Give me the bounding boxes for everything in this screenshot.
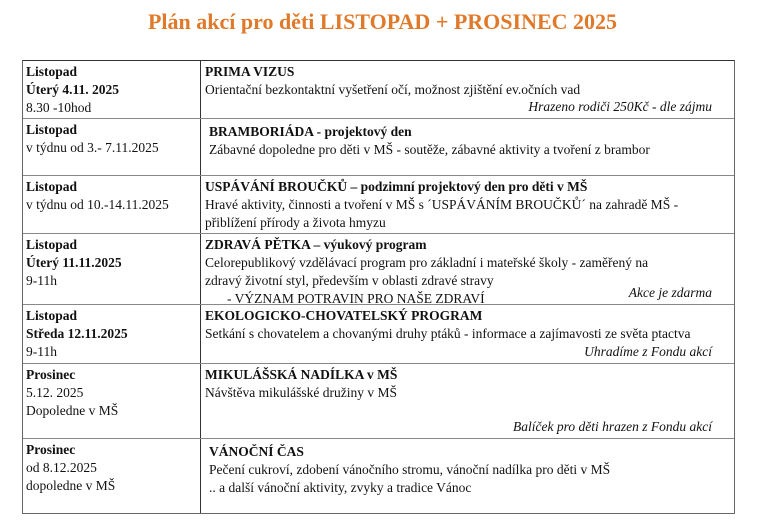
event-row: Listopad v týdnu od 3.- 7.11.2025 BRAMBORI…: [23, 118, 734, 175]
event-description-line: zdravý životní styl, především v oblasti…: [205, 273, 494, 288]
date-line: Listopad: [26, 64, 78, 79]
date-line: Listopad: [26, 122, 78, 137]
date-line: Středa 12.11.2025: [26, 326, 128, 341]
events-table: Listopad Úterý 4.11. 2025 8.30 -10hod PRIMA…: [22, 60, 735, 514]
event-date-cell: Listopad v týdnu od 10.-14.11.2025: [23, 176, 201, 233]
date-line: Prosinec: [26, 367, 76, 382]
event-description-line: Pečení cukroví, zdobení vánočního stromu…: [209, 462, 611, 477]
event-description-line: Celorepublikový vzdělávací program pro z…: [205, 255, 649, 270]
event-description-cell: MIKULÁŠSKÁ NADÍLKA v MŠ Návštěva mikulášs…: [201, 364, 734, 438]
date-line: 9-11h: [26, 273, 57, 288]
event-date-cell: Listopad Středa 12.11.2025 9-11h: [23, 305, 201, 363]
date-line: Prosinec: [26, 442, 76, 457]
date-line: 9-11h: [26, 344, 57, 359]
payment-note: Balíček pro děti hrazen z Fondu akcí: [513, 419, 712, 434]
event-description-line: Orientační bezkontaktní vyšetření očí, m…: [205, 82, 581, 97]
event-heading: MIKULÁŠSKÁ NADÍLKA v MŠ: [205, 367, 398, 382]
payment-note: Uhradíme z Fondu akcí: [584, 344, 712, 359]
event-description-line: Hravé aktivity, činnosti a tvoření v MŠ …: [205, 197, 679, 212]
event-date-cell: Prosinec 5.12. 2025 Dopoledne v MŠ: [23, 364, 201, 438]
page-title: Plán akcí pro děti LISTOPAD + PROSINEC 2…: [147, 9, 618, 34]
event-row: Prosinec 5.12. 2025 Dopoledne v MŠ MIKULÁŠS…: [23, 363, 734, 438]
event-row: Listopad Úterý 11.11.2025 9-11h ZDRAVÁ PĚTK…: [23, 233, 734, 306]
date-line: Úterý 4.11. 2025: [26, 82, 119, 97]
event-heading: USPÁVÁNÍ BROUČKŮ – podzimní projektový d…: [205, 179, 588, 194]
event-description-cell: BRAMBORIÁDA - projektový den Zábavné dopo…: [201, 119, 734, 175]
event-description-cell: PRIMA VIZUS Orientační bezkontaktní vyšet…: [201, 61, 734, 118]
event-description-cell: EKOLOGICKO-CHOVATELSKÝ PROGRAM Setkání s …: [201, 305, 734, 363]
event-row: Listopad Středa 12.11.2025 9-11h EKOLOGICKO…: [23, 304, 734, 363]
date-line: v týdnu od 10.-14.11.2025: [26, 197, 169, 212]
event-heading: VÁNOČNÍ ČAS: [209, 444, 304, 459]
event-date-cell: Prosinec od 8.12.2025 dopoledne v MŠ: [23, 439, 201, 513]
event-date-cell: Listopad v týdnu od 3.- 7.11.2025: [23, 119, 201, 175]
event-description-line: .. a další vánoční aktivity, zvyky a tra…: [209, 480, 472, 495]
event-heading: ZDRAVÁ PĚTKA – výukový program: [205, 237, 427, 252]
date-line: Úterý 11.11.2025: [26, 255, 122, 270]
event-row: Listopad v týdnu od 10.-14.11.2025 USPÁVÁN…: [23, 175, 734, 233]
payment-note: Akce je zdarma: [628, 285, 712, 300]
event-description-line: Návštěva mikulášské družiny v MŠ: [205, 385, 397, 400]
event-description-line: Zábavné dopoledne pro děti v MŠ - soutěž…: [209, 142, 650, 157]
event-date-cell: Listopad Úterý 4.11. 2025 8.30 -10hod: [23, 61, 201, 118]
date-line: Listopad: [26, 237, 78, 252]
event-description-line: Setkání s chovatelem a chovanými druhy p…: [205, 326, 691, 341]
event-description-line: přiblížení přírody a života hmyzu: [205, 215, 386, 230]
event-description-cell: USPÁVÁNÍ BROUČKŮ – podzimní projektový d…: [201, 176, 734, 233]
event-description-cell: ZDRAVÁ PĚTKA – výukový program Celorepubl…: [201, 234, 734, 306]
date-line: Listopad: [26, 179, 78, 194]
date-line: dopoledne v MŠ: [26, 478, 116, 493]
event-heading: PRIMA VIZUS: [205, 64, 295, 79]
date-line: v týdnu od 3.- 7.11.2025: [26, 140, 159, 155]
date-line: Listopad: [26, 308, 78, 323]
event-heading: BRAMBORIÁDA - projektový den: [209, 124, 412, 139]
event-date-cell: Listopad Úterý 11.11.2025 9-11h: [23, 234, 201, 304]
event-subpoint: - VÝZNAM POTRAVIN PRO NAŠE ZDRAVÍ: [227, 291, 485, 306]
payment-note: Hrazeno rodiči 250Kč - dle zájmu: [528, 99, 712, 114]
date-line: od 8.12.2025: [26, 460, 97, 475]
event-row: Prosinec od 8.12.2025 dopoledne v MŠ VÁNOČN…: [23, 438, 734, 513]
event-description-cell: VÁNOČNÍ ČAS Pečení cukroví, zdobení vánoč…: [201, 439, 734, 513]
event-row: Listopad Úterý 4.11. 2025 8.30 -10hod PRIMA…: [23, 61, 734, 118]
date-line: 8.30 -10hod: [26, 100, 92, 115]
date-line: 5.12. 2025: [26, 385, 84, 400]
event-heading: EKOLOGICKO-CHOVATELSKÝ PROGRAM: [205, 308, 483, 323]
date-line: Dopoledne v MŠ: [26, 403, 119, 418]
